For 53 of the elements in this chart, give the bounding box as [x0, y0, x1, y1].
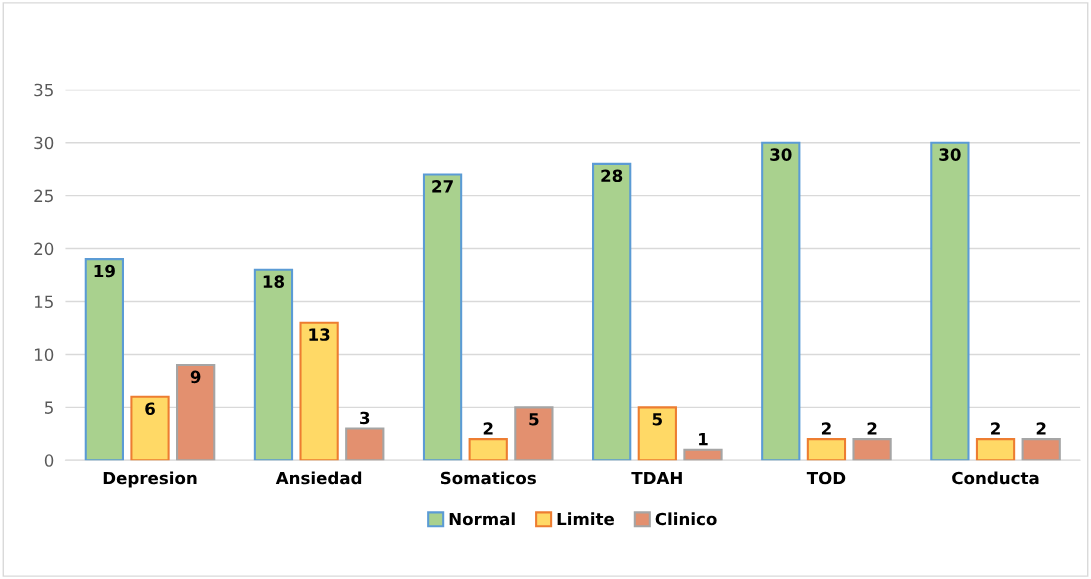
data-label: 30	[770, 148, 792, 161]
bar	[253, 268, 294, 461]
data-label: 5	[652, 413, 662, 426]
data-label: 6	[145, 402, 155, 415]
bar	[930, 141, 970, 461]
bar	[514, 406, 554, 461]
y-tick-label: 10	[34, 348, 54, 361]
bar	[130, 395, 170, 461]
data-label: 2	[867, 422, 877, 435]
y-tick-label: 15	[34, 295, 53, 309]
data-label: 18	[263, 275, 285, 288]
bar	[806, 438, 847, 461]
data-label: 28	[601, 169, 623, 183]
x-tick-label: TDAH	[631, 471, 682, 485]
x-tick-label: Somaticos	[440, 471, 536, 485]
bar	[468, 438, 508, 461]
bar	[592, 162, 632, 461]
data-label: 2	[821, 422, 831, 435]
legend-label: Clinico	[655, 512, 717, 526]
x-tick-label: Conducta	[952, 471, 1039, 485]
data-label: 3	[360, 411, 370, 425]
data-label: 19	[94, 264, 115, 278]
bar	[176, 363, 216, 461]
data-label: 1	[699, 433, 708, 446]
legend-label: Normal	[449, 512, 515, 526]
x-tick-label: TOD	[806, 471, 846, 485]
data-label: 5	[529, 413, 539, 426]
data-label: 9	[190, 370, 201, 384]
bar	[683, 448, 723, 461]
y-tick-label: 30	[34, 136, 54, 150]
data-label: 2	[1036, 422, 1046, 435]
bar	[422, 173, 463, 461]
y-tick-label: 25	[34, 189, 53, 203]
data-label: 2	[483, 422, 493, 435]
y-tick-label: 20	[34, 242, 54, 256]
y-tick-label: 35	[34, 83, 53, 97]
x-tick-label: Depresion	[103, 471, 197, 488]
bar	[345, 427, 385, 461]
bar	[975, 438, 1016, 461]
data-label: 13	[309, 328, 330, 341]
bar	[1021, 438, 1061, 461]
bar	[637, 406, 677, 461]
bar	[299, 321, 339, 461]
bar	[84, 258, 124, 461]
data-label: 27	[432, 180, 453, 193]
y-tick-label: 5	[45, 401, 53, 414]
data-label: 30	[939, 148, 961, 161]
data-label: 2	[991, 422, 1000, 435]
bar	[761, 141, 801, 461]
bar	[852, 438, 892, 461]
legend-label: Limite	[557, 512, 614, 526]
x-tick-label: Ansiedad	[275, 471, 362, 485]
y-tick-label: 0	[44, 454, 54, 467]
